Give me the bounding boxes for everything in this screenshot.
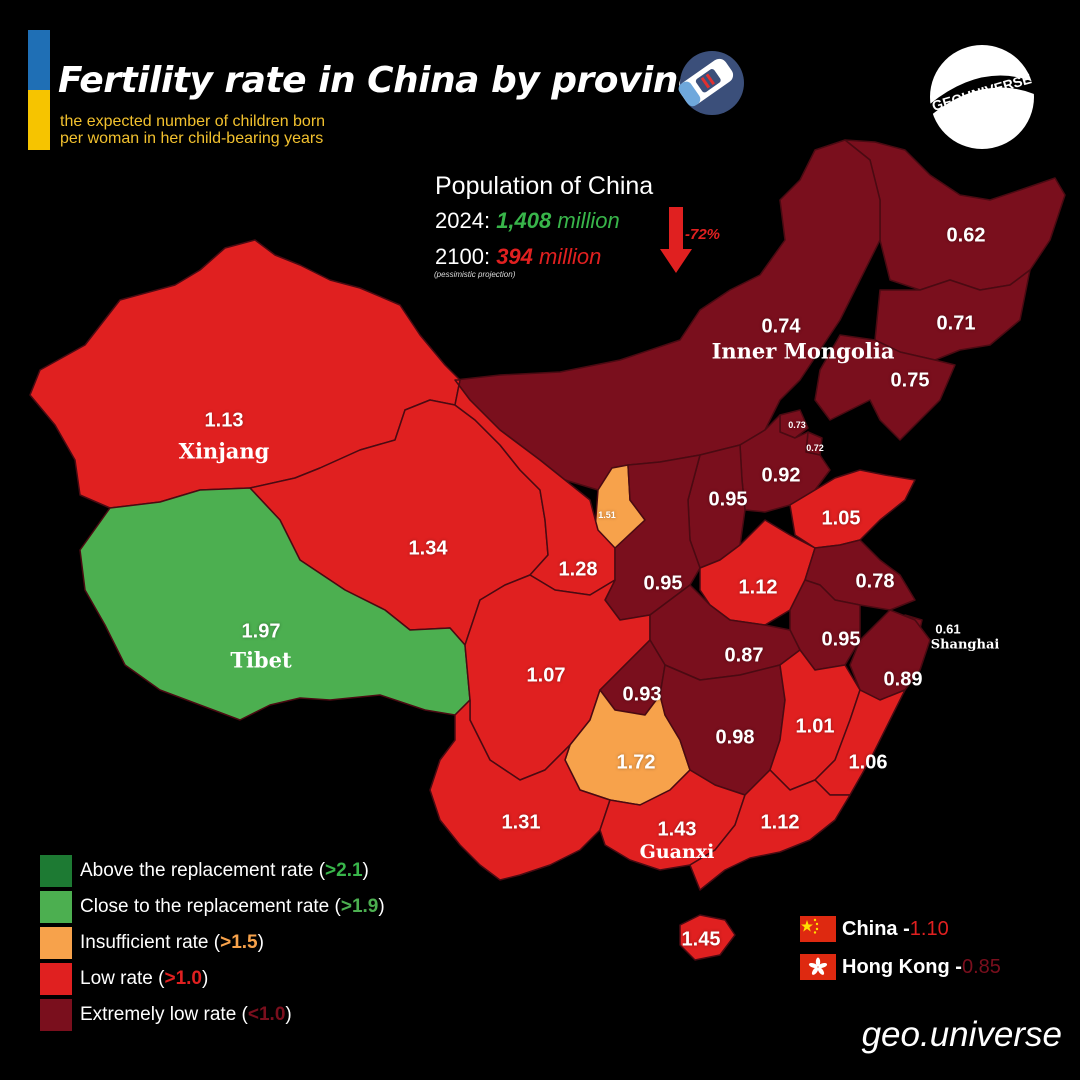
value-label-jilin: 0.71	[936, 312, 976, 335]
population-2100-label: 2100:	[435, 244, 491, 269]
subtitle-line-2: per woman in her child-bearing years	[60, 130, 324, 147]
summary-value: 1.10	[909, 917, 949, 940]
region-name-tibet: Tibet	[230, 647, 292, 673]
value-label-gansu: 1.28	[558, 558, 598, 581]
value-label-jiangxi: 1.01	[795, 715, 835, 738]
population-change: -72%	[685, 226, 721, 243]
legend-item: Insufficient rate (>1.5)	[40, 927, 264, 959]
value-label-liaoning: 0.75	[890, 369, 930, 392]
value-label-fujian: 1.06	[848, 751, 888, 774]
region-name-shanghai: Shanghai	[930, 637, 1000, 653]
value-label-guangxi: 1.43	[657, 818, 697, 841]
china-flag-icon	[800, 916, 836, 942]
credit: geo.universe	[861, 1015, 1062, 1054]
value-label-anhui: 0.95	[821, 628, 861, 651]
pregnancy-test-icon	[678, 51, 744, 115]
legend-label: Insufficient rate (>1.5)	[80, 932, 264, 953]
region-name-guangxi: Guanxi	[639, 841, 715, 863]
flag-bar-yellow	[28, 90, 50, 150]
population-2100: 2100: 394 million	[435, 244, 601, 270]
legend-label: Close to the replacement rate (>1.9)	[80, 896, 385, 917]
legend-swatch	[40, 999, 72, 1031]
legend-swatch	[40, 891, 72, 923]
summary-value: 0.85	[961, 955, 1001, 978]
legend-item: Above the replacement rate (>2.1)	[40, 855, 369, 887]
value-label-hunan: 0.98	[715, 726, 755, 749]
legend-threshold: >1.9	[340, 896, 379, 917]
legend-threshold: >2.1	[325, 860, 363, 881]
legend-swatch	[40, 963, 72, 995]
flag-bar-blue	[28, 30, 50, 90]
summary-name: China -	[842, 917, 910, 940]
region-guangdong	[689, 769, 851, 891]
value-label-jiangsu: 0.78	[855, 570, 895, 593]
subtitle: the expected number of children born per…	[60, 113, 325, 147]
geouniverse-logo: GEOUNIVERSE	[930, 45, 1034, 149]
legend-item: Close to the replacement rate (>1.9)	[40, 891, 385, 923]
legend-threshold: >1.5	[220, 932, 258, 953]
region-tibet	[79, 487, 471, 721]
region-heilongjiang	[844, 139, 1066, 291]
value-label-ningxia: 1.51	[598, 510, 616, 520]
value-label-hainan: 1.45	[681, 928, 721, 951]
value-label-shandong: 1.05	[821, 507, 861, 530]
value-label-yunnan: 1.31	[501, 811, 541, 834]
projection-note: (pessimistic projection)	[434, 270, 516, 279]
summary-name: Hong Kong -	[842, 955, 962, 978]
population-2100-value: 394	[496, 244, 533, 269]
legend-item: Low rate (>1.0)	[40, 963, 208, 995]
value-label-heilongjiang: 0.62	[946, 224, 986, 247]
value-label-guangdong: 1.12	[760, 811, 800, 834]
down-arrow-icon	[660, 207, 692, 273]
region-hainan	[679, 914, 736, 961]
legend-threshold: >1.0	[164, 968, 202, 989]
value-label-sichuan: 1.07	[526, 664, 566, 687]
region-liaoning	[814, 334, 956, 441]
legend-item: Extremely low rate (<1.0)	[40, 999, 292, 1031]
value-label-tibet: 1.97	[241, 620, 281, 643]
legend-threshold: <1.0	[247, 1004, 286, 1025]
population-heading: Population of China	[435, 172, 654, 200]
value-label-henan: 1.12	[738, 576, 778, 599]
value-label-zhejiang: 0.89	[883, 668, 923, 691]
value-label-xinjiang: 1.13	[204, 409, 244, 432]
value-label-beijing: 0.73	[788, 420, 806, 430]
legend-label: Extremely low rate (<1.0)	[80, 1004, 292, 1025]
region-name-xinjiang: Xinjang	[178, 438, 270, 464]
region-yunnan	[429, 699, 611, 881]
value-label-hebei: 0.92	[761, 464, 801, 487]
legend-label: Low rate (>1.0)	[80, 968, 209, 989]
summary-china: China - 1.10	[800, 916, 949, 942]
population-2024-value: 1,408	[496, 208, 552, 233]
value-label-chongqing: 0.93	[622, 683, 662, 706]
region-name-inner-mongolia: Inner Mongolia	[711, 338, 895, 364]
legend-swatch	[40, 855, 72, 887]
population-2024-unit: million	[557, 208, 620, 233]
hong-kong-flag-icon	[800, 954, 836, 980]
value-label-shanghai: 0.61	[935, 621, 961, 637]
value-label-hubei: 0.87	[724, 644, 764, 667]
subtitle-line-1: the expected number of children born	[60, 113, 326, 130]
region-hebei	[739, 414, 831, 513]
summary-hong-kong: Hong Kong - 0.85	[800, 954, 1001, 980]
legend-swatch	[40, 927, 72, 959]
legend-label: Above the replacement rate (>2.1)	[80, 860, 369, 881]
population-2024-label: 2024:	[435, 208, 491, 233]
page-title: Fertility rate in China by province	[58, 60, 723, 101]
value-label-inner-mongolia: 0.74	[761, 315, 801, 338]
population-2024: 2024: 1,408 million	[435, 208, 620, 234]
value-label-shanxi: 0.95	[708, 488, 748, 511]
region-zhejiang	[849, 609, 931, 701]
value-label-qinghai: 1.34	[408, 537, 448, 560]
value-label-tianjin: 0.72	[806, 443, 824, 453]
value-label-shaanxi: 0.95	[643, 572, 683, 595]
population-2100-unit: million	[539, 244, 602, 269]
value-label-guizhou: 1.72	[616, 751, 656, 774]
